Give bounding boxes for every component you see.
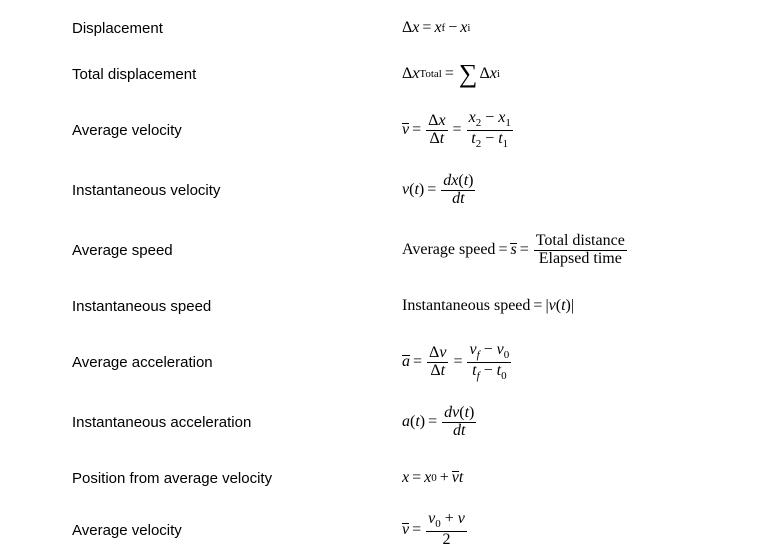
- total-distance-text: Total distance: [534, 233, 627, 251]
- label-inst-speed: Instantaneous speed: [72, 280, 402, 332]
- label-inst-velocity: Instantaneous velocity: [72, 160, 402, 220]
- formula-avg-accel: a= ΔvΔt = vf − v0 tf − t0: [402, 332, 764, 392]
- label-avg-accel: Average acceleration: [72, 332, 402, 392]
- label-inst-accel: Instantaneous acceleration: [72, 392, 402, 452]
- formula-avg-velocity-2: v= v0 + v 2: [402, 504, 764, 556]
- label-total-displacement: Total displacement: [72, 48, 402, 100]
- formula-position-from-avg-v: x=x0+vt: [402, 452, 764, 504]
- formula-displacement: Δx=xf−xi: [402, 8, 764, 48]
- formula-avg-speed: Average speed =s= Total distance Elapsed…: [402, 220, 764, 280]
- inst-speed-text: Instantaneous speed: [402, 297, 530, 315]
- label-avg-velocity-2: Average velocity: [72, 504, 402, 556]
- formula-inst-speed: Instantaneous speed =|v(t)|: [402, 280, 764, 332]
- elapsed-time-text: Elapsed time: [537, 251, 624, 268]
- label-position-from-avg-v: Position from average velocity: [72, 452, 402, 504]
- formula-total-displacement: ΔxTotal=∑ Δxi: [402, 48, 764, 100]
- label-displacement: Displacement: [72, 8, 402, 48]
- formula-inst-velocity: v(t)= dx(t)dt: [402, 160, 764, 220]
- equations-table: Displacement Δx=xf−xi Total displacement…: [0, 0, 764, 556]
- formula-inst-accel: a(t)= dv(t)dt: [402, 392, 764, 452]
- avg-speed-text: Average speed: [402, 241, 495, 259]
- formula-avg-velocity: v= ΔxΔt = x2 − x1 t2 − t1: [402, 100, 764, 160]
- label-avg-velocity: Average velocity: [72, 100, 402, 160]
- label-avg-speed: Average speed: [72, 220, 402, 280]
